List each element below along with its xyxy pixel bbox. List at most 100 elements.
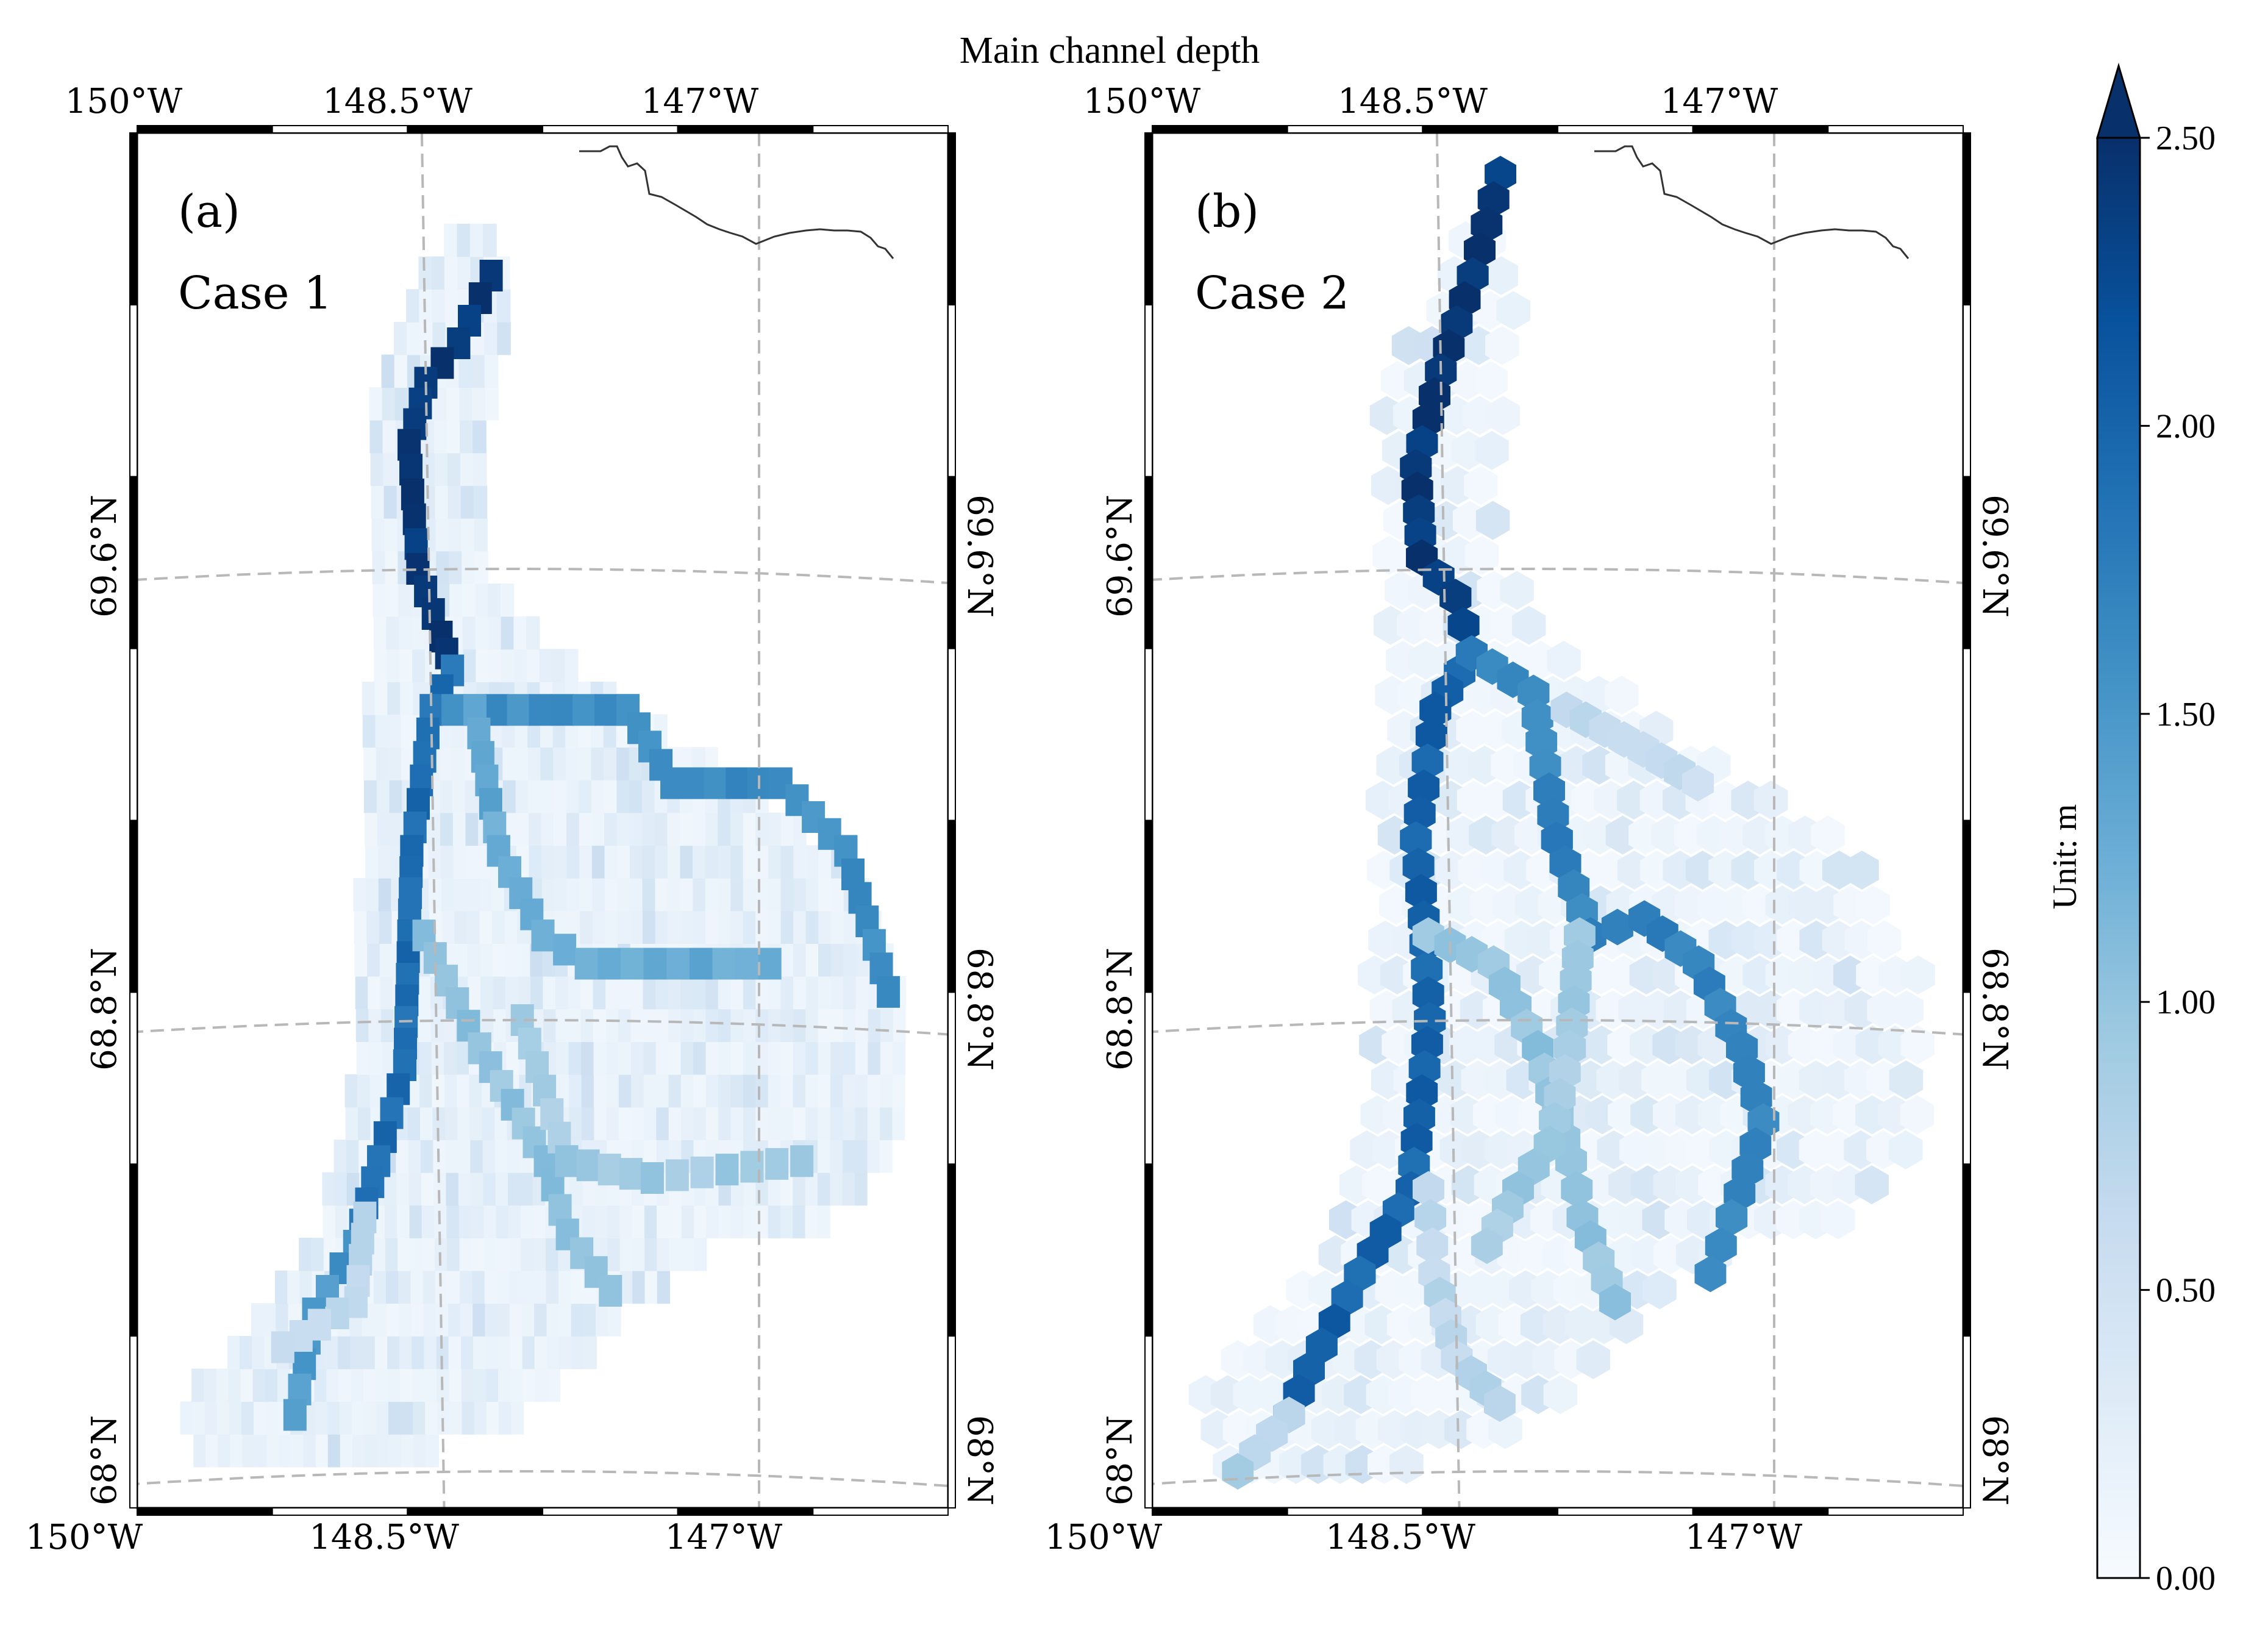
colorbar-label: Unit: m	[2046, 804, 2084, 910]
grid-cell	[374, 682, 389, 715]
channel-cell	[1402, 848, 1435, 885]
grid-cell	[474, 584, 489, 617]
grid-cell	[275, 1270, 289, 1304]
grid-cell	[768, 1107, 781, 1140]
grid-cell	[457, 1107, 471, 1140]
grid-cell	[855, 1107, 868, 1140]
grid-cell	[580, 910, 593, 944]
grid-cell	[818, 877, 832, 912]
panel-b-xtick-bottom-1: 150°W	[1045, 1518, 1163, 1557]
grid-cell	[805, 1172, 818, 1206]
grid-cell	[487, 584, 502, 617]
grid-cell	[473, 485, 488, 519]
grid-cell	[680, 910, 694, 944]
grid-cell	[466, 877, 480, 912]
grid-cell	[768, 976, 782, 1010]
grid-cell	[755, 1041, 769, 1075]
grid-cell	[468, 976, 482, 1010]
grid-cell	[462, 1401, 476, 1435]
channel-cell	[765, 1148, 789, 1180]
grid-cell	[818, 943, 832, 977]
grid-cell	[879, 1140, 893, 1173]
grid-cell	[495, 1140, 508, 1173]
grid-cell	[435, 1303, 449, 1337]
grid-cell	[228, 1368, 242, 1402]
grid-cell	[376, 1401, 390, 1435]
grid-cell	[444, 223, 458, 257]
grid-cell	[191, 1368, 205, 1402]
grid-cell	[630, 910, 644, 944]
grid-cell	[805, 1107, 818, 1140]
grid-cell	[492, 910, 506, 944]
grid-cell	[594, 1107, 607, 1140]
grid-cell	[355, 976, 369, 1010]
channel-cell	[1400, 821, 1432, 858]
grid-cell	[805, 1205, 818, 1238]
hex-cell	[1889, 1060, 1924, 1100]
grid-cell	[449, 1368, 463, 1402]
grid-cell	[780, 910, 794, 944]
grid-cell	[793, 1205, 806, 1238]
grid-cell	[480, 943, 494, 977]
grid-cell	[743, 1041, 757, 1075]
grid-cell	[718, 910, 732, 944]
panel-b-case-label: Case 2	[1195, 267, 1349, 320]
grid-cell	[456, 1041, 470, 1075]
grid-cell	[830, 1074, 843, 1108]
grid-cell	[379, 910, 393, 944]
grid-cell	[780, 1009, 794, 1042]
hex-cell	[1486, 396, 1521, 435]
grid-cell	[552, 649, 566, 682]
grid-cell	[566, 779, 580, 813]
grid-cell	[582, 1107, 595, 1140]
grid-cell	[718, 877, 731, 912]
grid-cell	[578, 747, 592, 780]
channel-cell	[621, 948, 644, 980]
grid-cell	[566, 845, 580, 879]
grid-cell	[376, 747, 390, 780]
grid-cell	[484, 1270, 498, 1304]
grid-cell	[482, 1107, 496, 1140]
grid-cell	[583, 1336, 597, 1369]
channel-cell	[1408, 769, 1440, 806]
grid-cell	[818, 1074, 831, 1108]
grid-cell	[693, 1107, 707, 1140]
grid-cell	[654, 812, 668, 846]
grid-cell	[497, 1336, 511, 1369]
grid-cell	[501, 616, 515, 650]
grid-cell	[376, 779, 391, 813]
grid-cell	[369, 1041, 383, 1075]
grid-cell	[539, 649, 553, 682]
grid-cell	[436, 551, 450, 584]
grid-cell	[555, 1009, 569, 1042]
grid-cell	[632, 1238, 646, 1271]
grid-cell	[327, 1401, 341, 1435]
grid-cell	[842, 1140, 855, 1173]
grid-cell	[371, 485, 385, 519]
colorbar: 0.00 0.50 1.00 1.50 2.00 2.50 Unit: m	[2046, 62, 2216, 1598]
channel-cell	[531, 919, 555, 952]
grid-cell	[619, 1238, 633, 1271]
grid-cell	[554, 877, 568, 912]
grid-cell	[363, 779, 378, 813]
parallel-gridline	[1152, 567, 1963, 585]
grid-cell	[581, 1074, 595, 1108]
grid-cell	[381, 1041, 395, 1075]
grid-cell	[469, 223, 484, 257]
grid-cell	[205, 1433, 219, 1468]
grid-cell	[591, 779, 605, 813]
frame-segment	[129, 304, 138, 477]
panel-a-xtick-top-2: 148.5°W	[323, 82, 472, 121]
grid-cell	[868, 1041, 881, 1075]
grid-cell	[793, 1041, 806, 1075]
grid-cell	[692, 812, 706, 846]
panel-b-ytick-left-3: 69.6°N	[1100, 494, 1140, 618]
frame-segment	[1422, 1507, 1558, 1516]
grid-cell	[818, 1107, 831, 1140]
colorbar-tick-label: 2.00	[2156, 407, 2216, 445]
grid-cell	[657, 1238, 670, 1271]
grid-cell	[632, 1205, 645, 1238]
grid-cell	[383, 452, 398, 486]
frame-segment	[1963, 1335, 1971, 1508]
grid-cell	[419, 1041, 433, 1075]
